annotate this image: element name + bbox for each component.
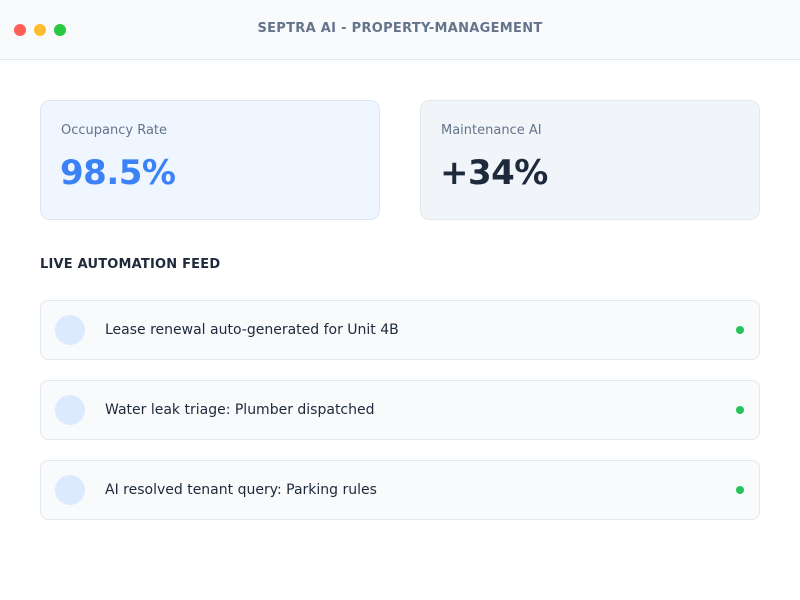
status-indicator-icon bbox=[736, 486, 744, 494]
maintenance-ai-label: Maintenance AI bbox=[441, 123, 542, 138]
maintenance-ai-value: +34% bbox=[440, 153, 548, 193]
feed-item-text: AI resolved tenant query: Parking rules bbox=[105, 482, 377, 498]
maintenance-ai-card: Maintenance AI +34% bbox=[420, 100, 760, 220]
feed-item[interactable]: Lease renewal auto-generated for Unit 4B bbox=[40, 300, 760, 360]
feed-item-avatar bbox=[55, 395, 85, 425]
close-window-button[interactable] bbox=[14, 24, 26, 36]
feed-item-text: Water leak triage: Plumber dispatched bbox=[105, 402, 375, 418]
feed-item-text: Lease renewal auto-generated for Unit 4B bbox=[105, 322, 399, 338]
occupancy-rate-card: Occupancy Rate 98.5% bbox=[40, 100, 380, 220]
feed-section-title: LIVE AUTOMATION FEED bbox=[40, 257, 221, 272]
title-bar: SEPTRA AI - PROPERTY-MANAGEMENT bbox=[0, 0, 800, 60]
feed-item-avatar bbox=[55, 475, 85, 505]
feed-item[interactable]: Water leak triage: Plumber dispatched bbox=[40, 380, 760, 440]
feed-item[interactable]: AI resolved tenant query: Parking rules bbox=[40, 460, 760, 520]
status-indicator-icon bbox=[736, 406, 744, 414]
status-indicator-icon bbox=[736, 326, 744, 334]
minimize-window-button[interactable] bbox=[34, 24, 46, 36]
maximize-window-button[interactable] bbox=[54, 24, 66, 36]
window-title: SEPTRA AI - PROPERTY-MANAGEMENT bbox=[257, 21, 543, 36]
occupancy-rate-label: Occupancy Rate bbox=[61, 123, 168, 138]
feed-item-avatar bbox=[55, 315, 85, 345]
occupancy-rate-value: 98.5% bbox=[60, 153, 176, 193]
